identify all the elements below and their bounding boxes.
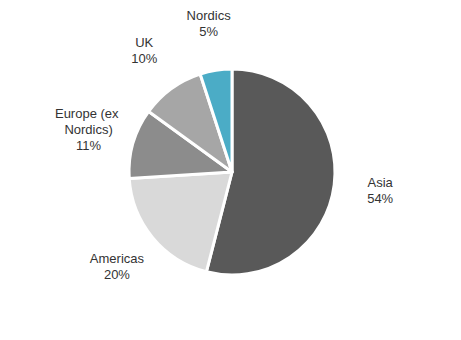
slice-label-line: Asia: [368, 175, 394, 190]
slice-label-line: Nordics): [64, 122, 112, 137]
pie-slice: [129, 172, 232, 272]
slice-label: Europe (ex Nordics): [55, 106, 122, 137]
chart-svg: Asia54% Americas20% Europe (ex Nordics)11%…: [0, 0, 461, 340]
slice-value-label: 20%: [104, 267, 130, 282]
slice-value-label: 11%: [76, 138, 101, 153]
slice-label-line: Americas: [90, 251, 145, 266]
slice-value-label: 5%: [199, 24, 218, 39]
pie: [129, 69, 335, 275]
slice-label: Asia: [368, 175, 394, 190]
slice-value-label: 54%: [367, 191, 393, 206]
slice-label: UK: [135, 35, 153, 50]
chart-container: Asia54% Americas20% Europe (ex Nordics)11%…: [0, 0, 461, 340]
slice-label-line: UK: [135, 35, 153, 50]
slice-label: Americas: [90, 251, 145, 266]
slice-label: Nordics: [187, 8, 232, 23]
pie-slice: [200, 69, 232, 172]
slice-label-line: Europe (ex: [55, 106, 122, 121]
labels: Asia54% Americas20% Europe (ex Nordics)11%…: [55, 8, 394, 282]
slice-value-label: 10%: [131, 51, 157, 66]
slice-label-line: Nordics: [187, 8, 232, 23]
